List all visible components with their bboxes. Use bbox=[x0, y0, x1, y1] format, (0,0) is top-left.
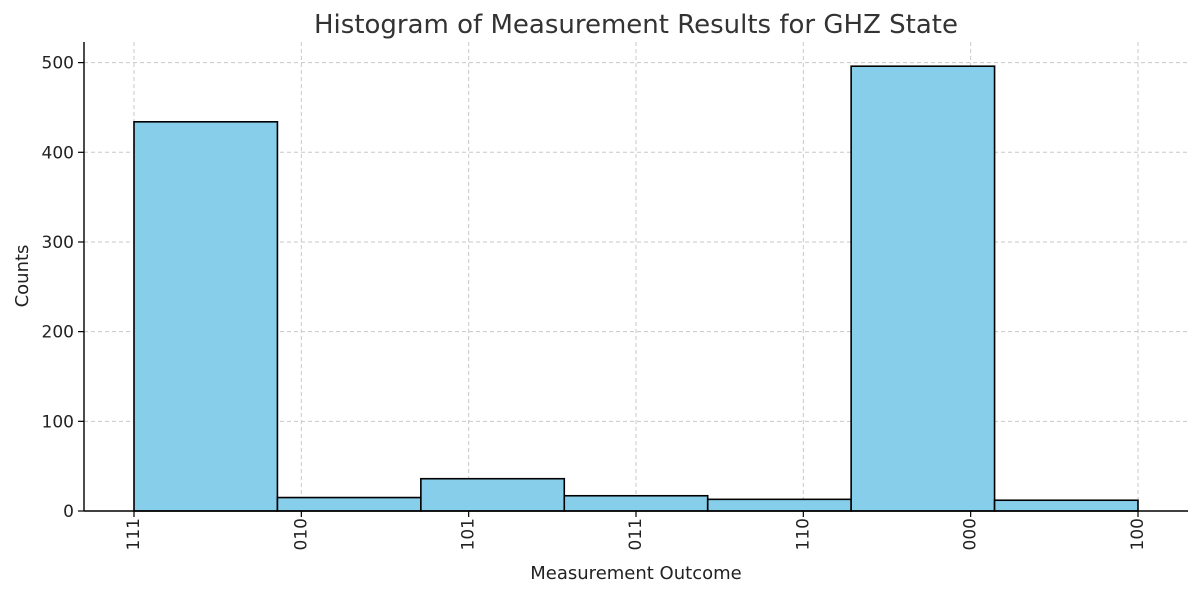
y-tick-label: 500 bbox=[42, 54, 74, 74]
x-tick-label: 011 bbox=[626, 518, 646, 550]
histogram-bar bbox=[706, 498, 852, 512]
histogram-bar bbox=[420, 477, 566, 512]
x-tick-label: 100 bbox=[1128, 518, 1148, 550]
y-tick-label: 200 bbox=[42, 323, 74, 343]
y-axis-label: Counts bbox=[12, 245, 33, 308]
bars bbox=[133, 65, 1139, 512]
histogram-bar bbox=[850, 65, 996, 512]
x-tick-label: 101 bbox=[459, 518, 479, 550]
histogram-bar bbox=[276, 496, 422, 512]
y-tick-label: 300 bbox=[42, 233, 74, 253]
y-tick-label: 0 bbox=[63, 502, 74, 522]
histogram-bar bbox=[563, 494, 709, 512]
y-ticks: 0 100 200 300 400 500 bbox=[42, 54, 84, 522]
y-tick-label: 400 bbox=[42, 143, 74, 163]
histogram-bar bbox=[133, 121, 279, 512]
histogram-bar bbox=[993, 499, 1139, 512]
x-tick-label: 111 bbox=[124, 518, 144, 550]
chart-title: Histogram of Measurement Results for GHZ… bbox=[314, 10, 958, 40]
x-tick-label: 110 bbox=[793, 518, 813, 550]
x-tick-label: 000 bbox=[961, 518, 981, 550]
y-tick-label: 100 bbox=[42, 412, 74, 432]
x-axis-label: Measurement Outcome bbox=[530, 563, 741, 584]
x-ticks: 111 010 101 011 110 000 100 bbox=[124, 511, 1148, 550]
x-tick-label: 010 bbox=[291, 518, 311, 550]
